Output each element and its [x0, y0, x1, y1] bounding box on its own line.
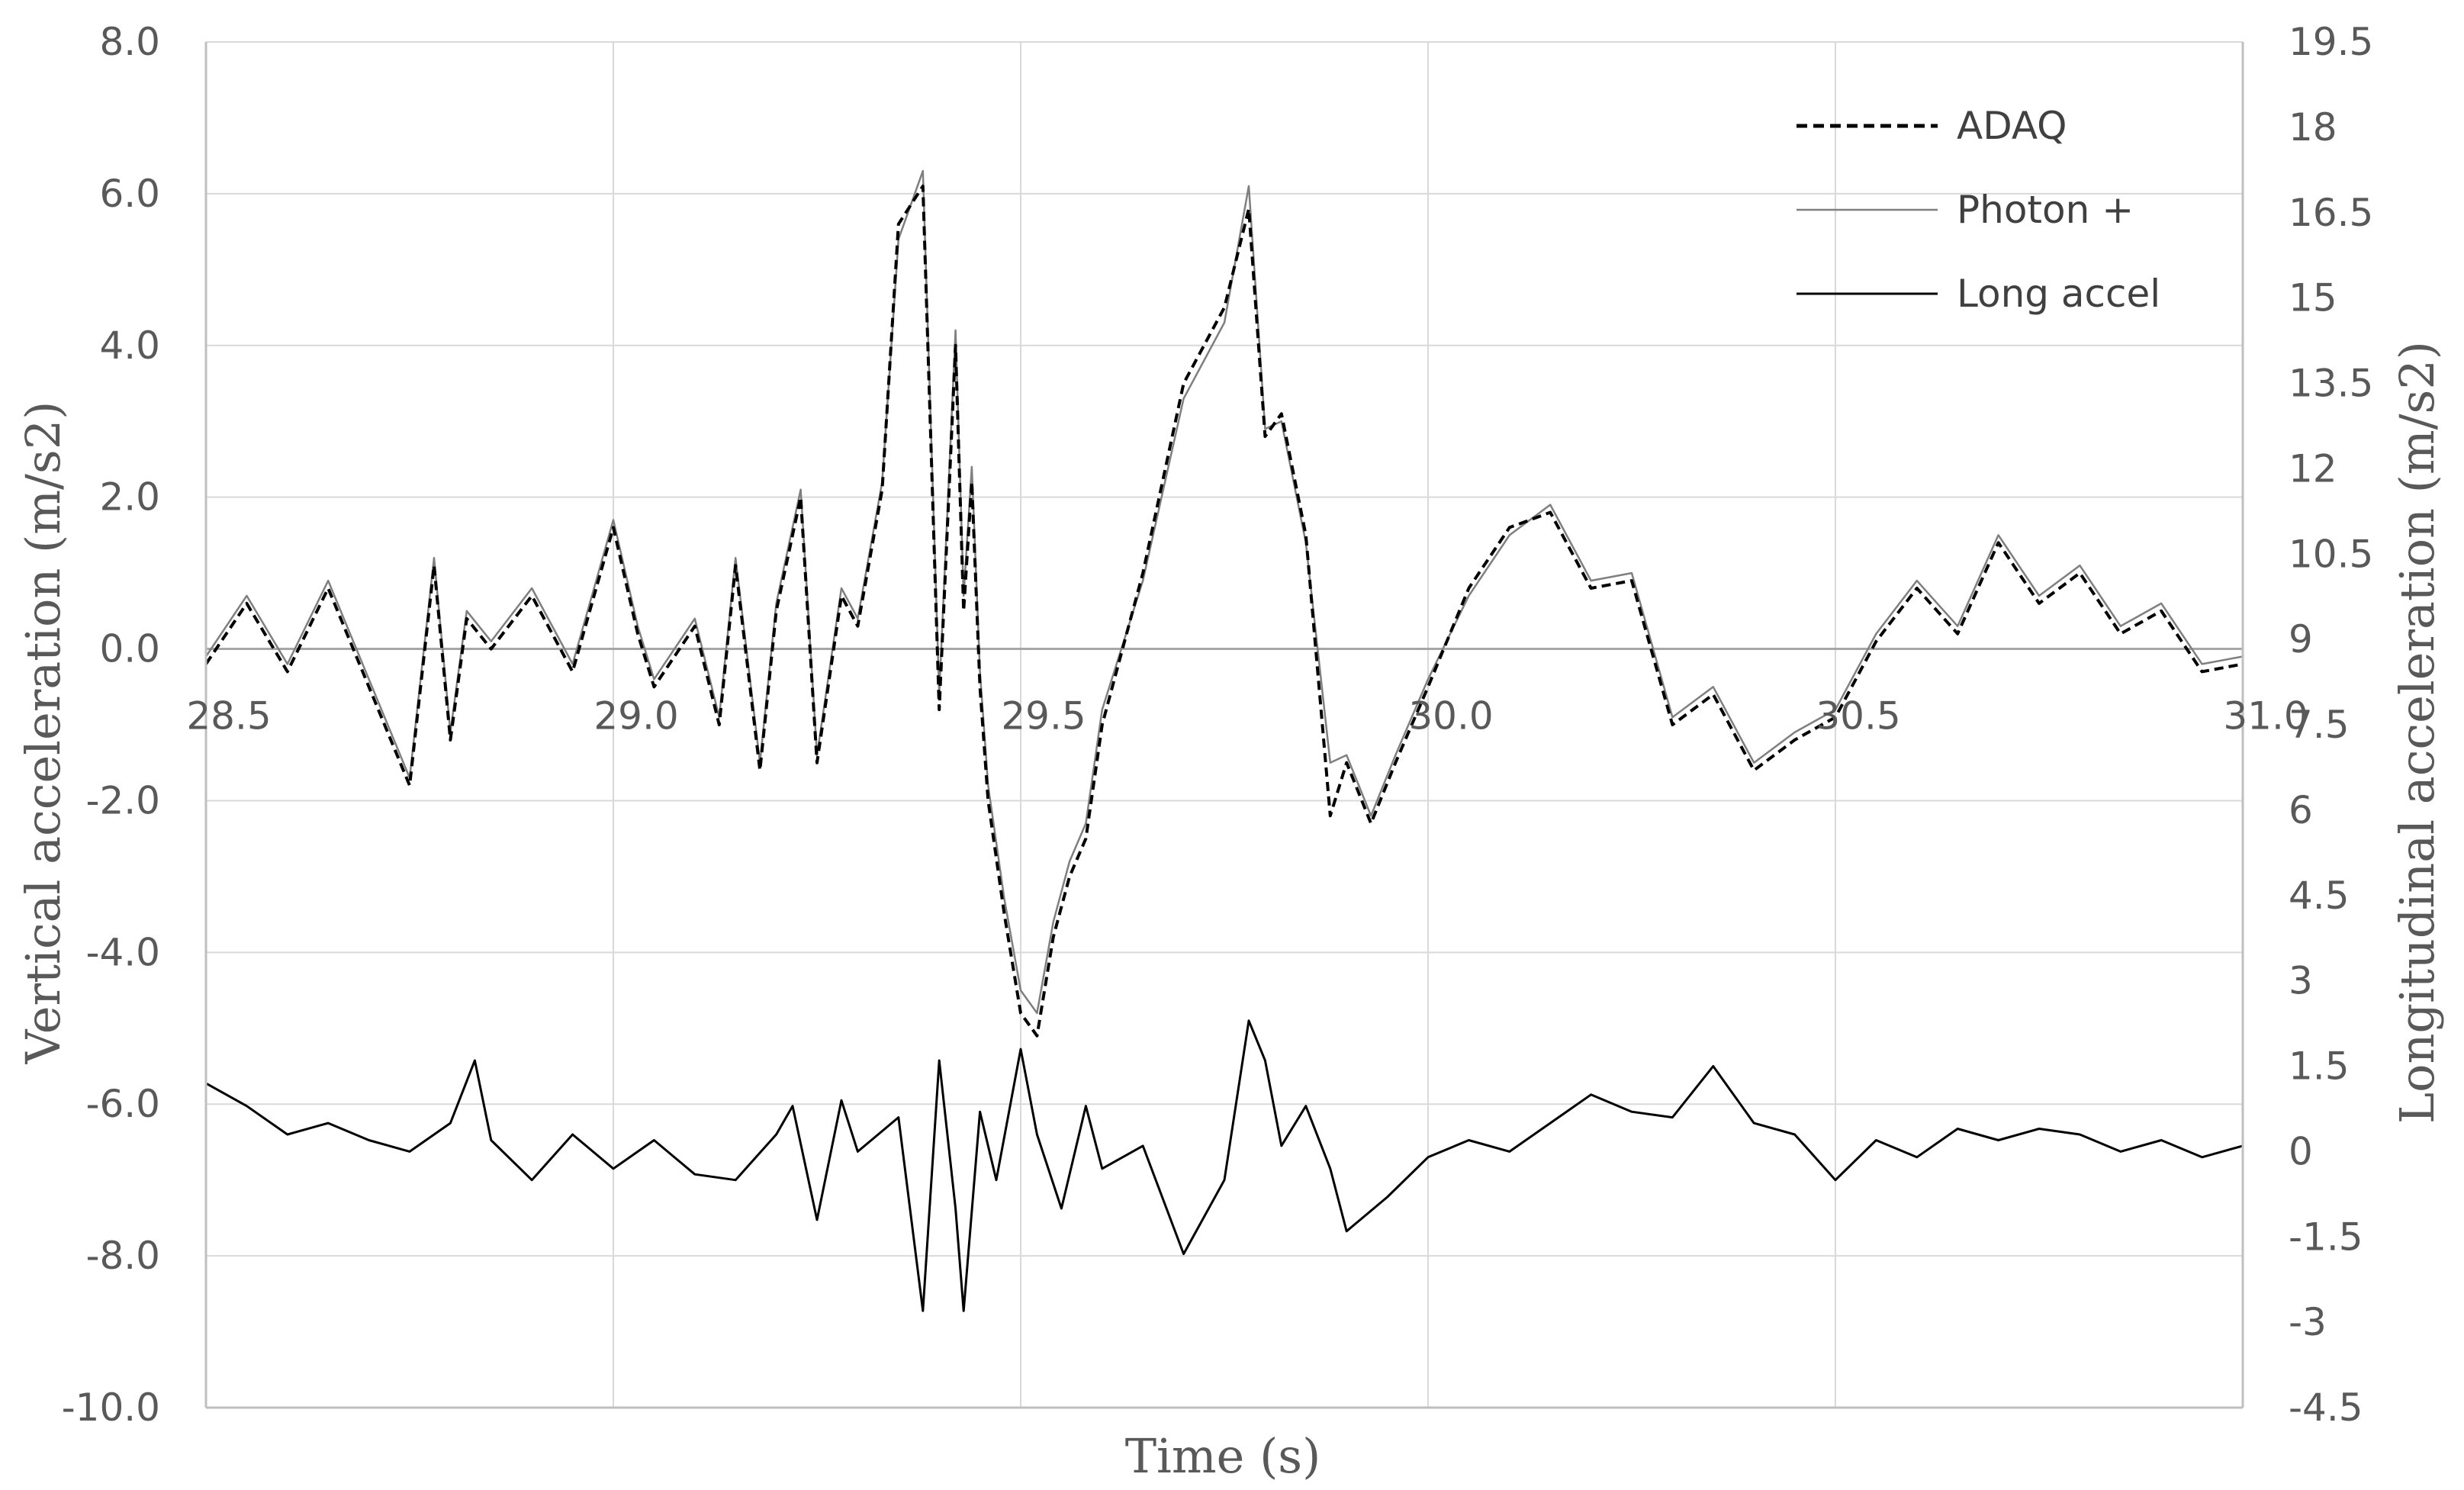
legend: ADAQ Photon + Long accel	[1797, 104, 2160, 316]
y-right-tick-label-1: 18	[2289, 105, 2337, 150]
x-tick-label-3: 30.0	[1408, 694, 1493, 739]
y-right-tick-label-4: 13.5	[2289, 362, 2373, 406]
y-left-tick-label-9: -10.0	[62, 1385, 160, 1430]
x-axis-title: Time (s)	[1125, 1428, 1321, 1484]
axes	[204, 42, 2244, 1409]
series-layer	[204, 169, 2244, 1312]
y-right-tick-label-16: -4.5	[2289, 1385, 2363, 1430]
y-left-tick-label-7: -6.0	[85, 1082, 160, 1126]
y-right-tick-label-10: 4.5	[2289, 874, 2350, 918]
y-axis-left-title: Vertical acceleration (m/s2)	[15, 401, 71, 1065]
y-right-tick-label-15: -3	[2289, 1300, 2327, 1344]
y-axis-right-title: Longitudinal acceleration (m/s2)	[2389, 341, 2445, 1124]
y-right-tick-label-9: 6	[2289, 788, 2313, 832]
legend-label-adaq: ADAQ	[1957, 104, 2067, 148]
y-left-tick-label-2: 4.0	[99, 323, 160, 368]
y-right-tick-label-12: 1.5	[2289, 1044, 2350, 1089]
series-line-adaq	[204, 184, 2244, 1038]
y-right-tick-label-14: -1.5	[2289, 1215, 2363, 1259]
legend-label-photon: Photon +	[1957, 188, 2134, 232]
y-left-tick-label-8: -8.0	[85, 1234, 160, 1278]
y-right-tick-label-3: 15	[2289, 276, 2337, 320]
y-right-tick-label-13: 0	[2289, 1129, 2313, 1173]
x-tick-label-1: 29.0	[593, 694, 678, 739]
y-right-tick-label-7: 9	[2289, 617, 2313, 661]
y-right-tick-label-6: 10.5	[2289, 532, 2373, 576]
x-tick-label-2: 29.5	[1001, 694, 1086, 739]
y-left-tick-label-0: 8.0	[99, 20, 160, 64]
y-left-tick-label-5: -2.0	[85, 778, 160, 822]
y-right-tick-label-8: 7.5	[2289, 703, 2350, 747]
y-left-tick-label-6: -4.0	[85, 930, 160, 974]
y-left-tick-label-3: 2.0	[99, 475, 160, 520]
tick-labels: 8.0 6.0 4.0 2.0 0.0 -2.0 -4.0 -6.0 -8.0 -10.0 19.5…	[62, 20, 2374, 1430]
y-right-tick-label-0: 19.5	[2289, 20, 2373, 64]
y-left-tick-label-4: 0.0	[99, 627, 160, 671]
series-line-long-accel	[205, 1019, 2244, 1312]
y-right-tick-label-2: 16.5	[2289, 191, 2373, 235]
y-right-tick-label-5: 12	[2289, 446, 2337, 491]
y-left-tick-label-1: 6.0	[99, 172, 160, 216]
series-line-photon	[204, 169, 2244, 1015]
x-tick-label-5: 31.0	[2223, 694, 2308, 739]
x-tick-label-4: 30.5	[1816, 694, 1900, 739]
x-tick-label-0: 28.5	[186, 694, 271, 739]
legend-label-long-accel: Long accel	[1957, 272, 2160, 316]
y-right-tick-label-11: 3	[2289, 959, 2313, 1003]
